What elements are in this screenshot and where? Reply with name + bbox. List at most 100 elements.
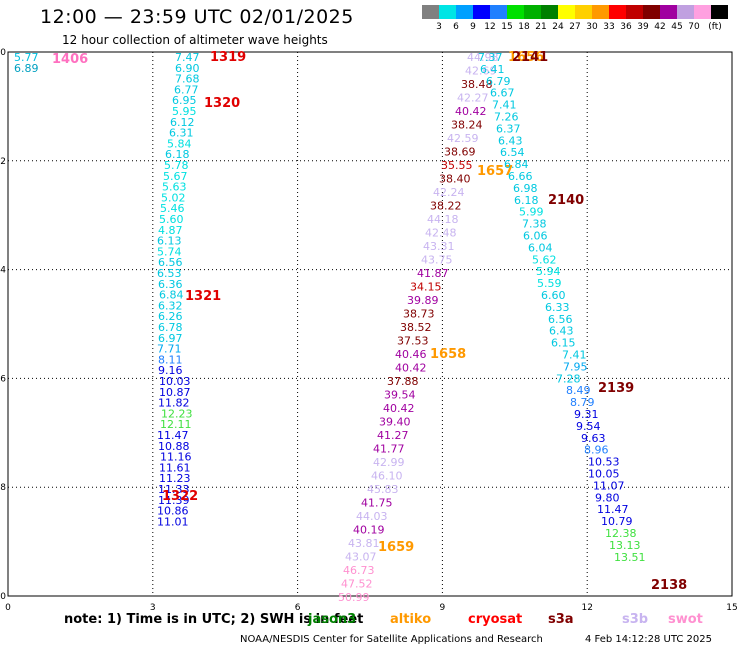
pass-time-label: 1406 [52,52,88,67]
wave-height-value: 42.48 [425,227,457,240]
y-tick-label: 36 [0,374,6,384]
map-title: 12:00 — 23:59 UTC 02/01/2025 [40,6,354,28]
wave-height-value: 38.24 [451,119,483,132]
wave-height-value: 5.59 [537,277,562,290]
y-tick-label: 38 [0,483,6,493]
wave-height-value: 11.61 [159,461,191,474]
wave-height-value: 12.23 [161,407,193,420]
wave-height-value: 7.41 [562,349,587,362]
color-scale-swatch [694,5,711,19]
wave-height-value: 42.27 [457,92,489,105]
color-scale-swatch [626,5,643,19]
wave-height-value: 38.22 [430,200,462,213]
wave-height-value: 6.12 [170,116,195,129]
wave-height-value: 6.78 [158,321,183,334]
wave-height-value: 44.03 [356,510,388,523]
pass-time-label: 1322 [162,489,198,504]
wave-height-value: 5.77 [14,51,39,64]
wave-height-value: 6.90 [175,62,200,75]
wave-height-value: 5.02 [161,191,186,204]
wave-height-value: 43.75 [421,254,453,267]
wave-height-value: 8.49 [566,384,591,397]
wave-height-value: 12.11 [160,418,192,431]
wave-height-value: 6.66 [508,170,533,183]
wave-height-value: 7.71 [157,343,182,356]
wave-height-value: 8.11 [158,353,183,366]
wave-height-value: 6.37 [496,122,521,135]
wave-height-value: 6.54 [500,146,525,159]
wave-height-value: 12.38 [605,527,637,540]
wave-height-value: 40.42 [455,105,487,118]
pass-time-label: 1658 [430,347,466,362]
color-scale-swatch [507,5,524,19]
wave-height-value: 41.75 [361,497,393,510]
wave-height-value: 10.03 [159,375,191,388]
color-scale-label: 18 [518,22,530,32]
wave-height-value: 37.88 [387,375,419,388]
wave-height-value: 5.74 [157,245,182,258]
wave-height-value: 42.24 [433,186,465,199]
wave-height-value: 38.73 [403,308,435,321]
wave-height-value: 6.97 [158,332,183,345]
wave-height-value: 40.19 [353,524,385,537]
color-scale-label: 45 [671,22,683,32]
wave-height-value: 5.67 [163,170,188,183]
wave-height-value: 39.54 [384,389,416,402]
wave-height-value: 38.40 [439,173,471,186]
legend-item-altiko: altiko [390,612,432,627]
wave-height-value: 13.51 [614,551,646,564]
color-scale-label: 36 [620,22,632,32]
wave-height-value: 6.06 [523,230,548,243]
wave-height-value: 6.84 [504,158,529,171]
wave-height-value: 35.55 [441,159,473,172]
wave-height-value: 5.46 [160,202,185,215]
wave-height-value: 6.43 [498,134,523,147]
wave-height-value: 6.79 [486,75,511,88]
legend-item-swot: swot [668,612,703,627]
wave-height-value: 46.73 [343,564,375,577]
color-scale-swatch [575,5,592,19]
x-tick-label: 6 [295,603,301,613]
wave-height-value: 42.59 [447,132,479,145]
color-scale-label: 39 [637,22,649,32]
wave-height-value: 6.26 [158,310,183,323]
wave-height-value: 50.99 [338,591,370,604]
color-scale-swatch [490,5,507,19]
wave-height-value: 7.28 [556,372,581,385]
color-scale-label: 9 [470,22,476,32]
wave-height-value: 11.47 [597,503,629,516]
wave-height-value: 4.87 [158,224,183,237]
color-scale-swatch [643,5,660,19]
wave-height-value: 6.04 [528,241,553,254]
pass-time-label: 1659 [378,540,414,555]
pass-time-label: 1657 [477,164,513,179]
pass-time-label: 2140 [548,193,584,208]
color-scale-swatch [439,5,456,19]
wave-height-value: 6.18 [514,194,539,207]
color-scale-swatch [541,5,558,19]
pass-time-label: 2138 [651,578,687,593]
wave-height-value: 10.53 [588,456,620,469]
wave-height-value: 44.98 [467,51,499,64]
color-scale-label: 24 [552,22,564,32]
color-scale-label: 42 [654,22,666,32]
pass-time-label: 1319 [210,50,246,65]
wave-height-value: 5.60 [159,213,184,226]
color-scale-label: 27 [569,22,581,32]
x-tick-label: 12 [581,603,592,613]
wave-height-value: 6.67 [490,87,515,100]
wave-height-value: 7.47 [175,51,200,64]
wave-height-value: 6.32 [158,299,183,312]
color-scale-label: 33 [603,22,615,32]
wave-height-value: 7.95 [563,360,588,373]
pass-time-label: 2139 [598,381,634,396]
color-scale-label: 6 [453,22,459,32]
wave-height-value: 42.99 [373,456,405,469]
wave-height-value: 9.16 [158,364,183,377]
wave-height-value: 7.41 [492,99,517,112]
wave-height-value: 6.18 [165,148,190,161]
color-scale-swatch [592,5,609,19]
y-tick-label: 40 [0,592,6,602]
wave-height-value: 43.81 [348,537,380,550]
